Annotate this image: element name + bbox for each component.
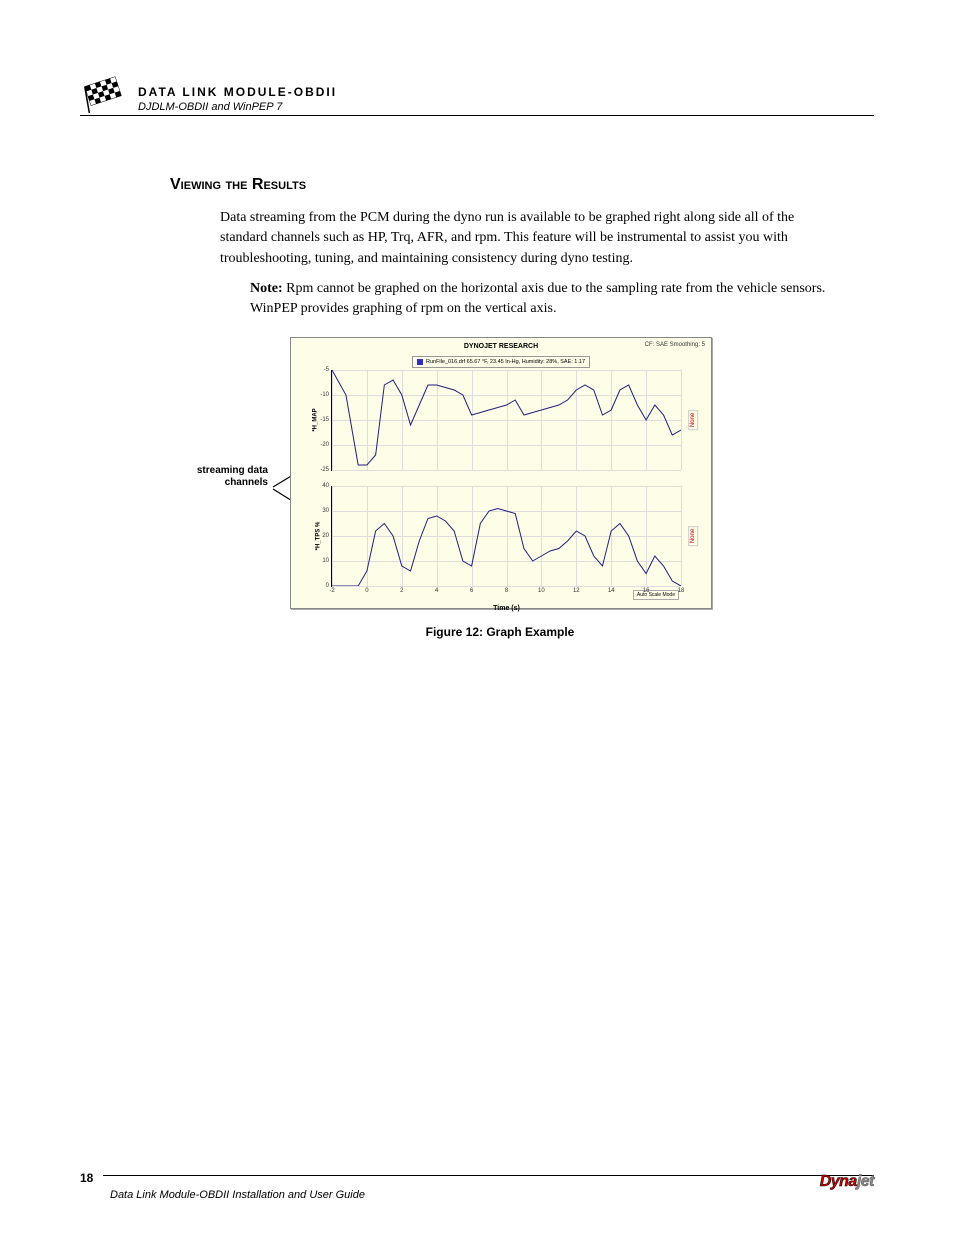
chart-container: DYNOJET RESEARCH CF: SAE Smoothing: 5 Ru…: [290, 337, 712, 609]
legend-text: RunFile_016.drf 65.67 °F, 23.45 In-Hg, H…: [426, 359, 585, 365]
header-title: DATA LINK MODULE-OBDII: [138, 85, 874, 99]
footer-rule: [103, 1175, 874, 1176]
x-axis-label: Time (s): [493, 605, 520, 612]
callout-label: streaming data channels: [188, 465, 268, 489]
page-number: 18: [80, 1171, 93, 1185]
brand-logo: Dynajet: [820, 1173, 874, 1191]
top-plot-area: *H_MAP None -5-10-15-20-25: [331, 370, 681, 471]
bottom-plot-area: *H_TPS % None Time (s) Auto Scale Mode 0…: [331, 486, 681, 587]
figure-wrapper: streaming data channels DYNOJET RESEARCH…: [220, 337, 780, 639]
body-paragraph: Data streaming from the PCM during the d…: [220, 208, 844, 269]
checkered-flag-icon: [80, 75, 128, 113]
page-footer: 18: [80, 1171, 874, 1185]
footer-title: Data Link Module-OBDII Installation and …: [110, 1189, 365, 1201]
note-label: Note:: [250, 281, 283, 296]
figure-caption: Figure 12: Graph Example: [290, 625, 710, 639]
chart-legend: RunFile_016.drf 65.67 °F, 23.45 In-Hg, H…: [412, 356, 590, 368]
note-body: Rpm cannot be graphed on the horizontal …: [250, 281, 825, 316]
section-title: Viewing the Results: [170, 176, 874, 194]
bot-ylabel: *H_TPS %: [315, 522, 321, 551]
chart-title: DYNOJET RESEARCH: [460, 342, 542, 351]
top-ylabel: *H_MAP: [313, 409, 319, 432]
top-rlabel: None: [688, 410, 698, 430]
note-paragraph: Note: Rpm cannot be graphed on the horiz…: [250, 279, 844, 320]
autoscale-label: Auto Scale Mode: [633, 590, 679, 600]
logo-grey-part: jet: [857, 1173, 874, 1190]
page-header: DATA LINK MODULE-OBDII DJDLM-OBDII and W…: [80, 75, 874, 116]
legend-swatch-icon: [417, 359, 423, 365]
header-subtitle: DJDLM-OBDII and WinPEP 7: [138, 101, 874, 113]
logo-red-part: Dyna: [820, 1173, 857, 1190]
chart-settings-label: CF: SAE Smoothing: 5: [645, 342, 705, 348]
bot-rlabel: None: [688, 526, 698, 546]
